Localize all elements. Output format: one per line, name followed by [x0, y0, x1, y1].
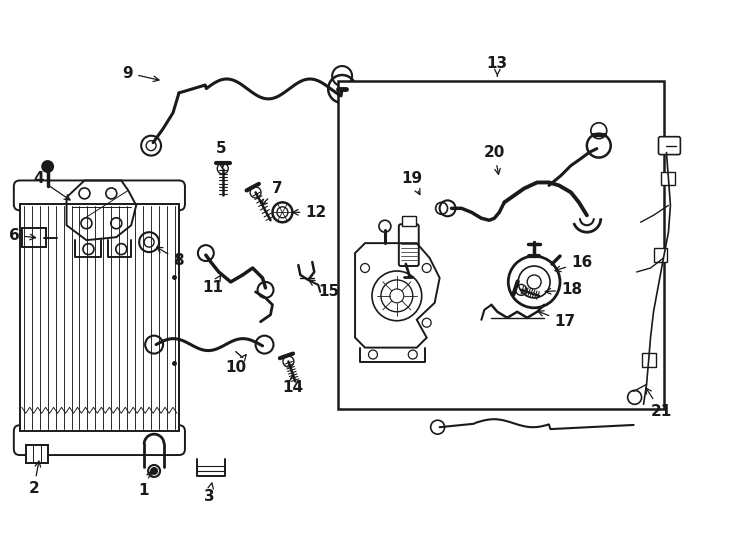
Bar [401, 217, 415, 226]
Text: 10: 10 [225, 355, 246, 375]
Text: 14: 14 [282, 374, 303, 395]
FancyBboxPatch shape [22, 228, 46, 247]
Circle shape [42, 161, 53, 172]
Text: 11: 11 [203, 275, 223, 295]
FancyBboxPatch shape [14, 425, 185, 455]
Text: 13: 13 [487, 56, 508, 76]
Text: 3: 3 [203, 483, 214, 504]
Bar [26, 445, 48, 463]
Text: 21: 21 [646, 388, 672, 418]
Circle shape [151, 468, 157, 474]
Text: 9: 9 [123, 65, 159, 82]
Text: 20: 20 [484, 145, 505, 174]
Text: 8: 8 [156, 247, 184, 267]
Bar [661, 172, 675, 185]
FancyBboxPatch shape [399, 224, 418, 266]
Text: 17: 17 [538, 310, 575, 329]
Bar [338, 81, 664, 409]
Text: 15: 15 [309, 280, 339, 299]
Text: 12: 12 [293, 205, 327, 220]
FancyBboxPatch shape [658, 137, 680, 154]
Text: 2: 2 [29, 461, 40, 496]
Bar [642, 353, 655, 367]
Text: 16: 16 [555, 254, 592, 272]
Text: 7: 7 [261, 181, 283, 205]
Bar [20, 204, 179, 431]
Text: 18: 18 [545, 282, 582, 298]
Text: 6: 6 [9, 228, 35, 242]
Text: 4: 4 [33, 171, 70, 200]
Text: 5: 5 [216, 141, 226, 168]
Text: 1: 1 [138, 471, 152, 498]
Bar [653, 248, 667, 262]
FancyBboxPatch shape [14, 180, 185, 210]
Text: 19: 19 [401, 171, 422, 194]
